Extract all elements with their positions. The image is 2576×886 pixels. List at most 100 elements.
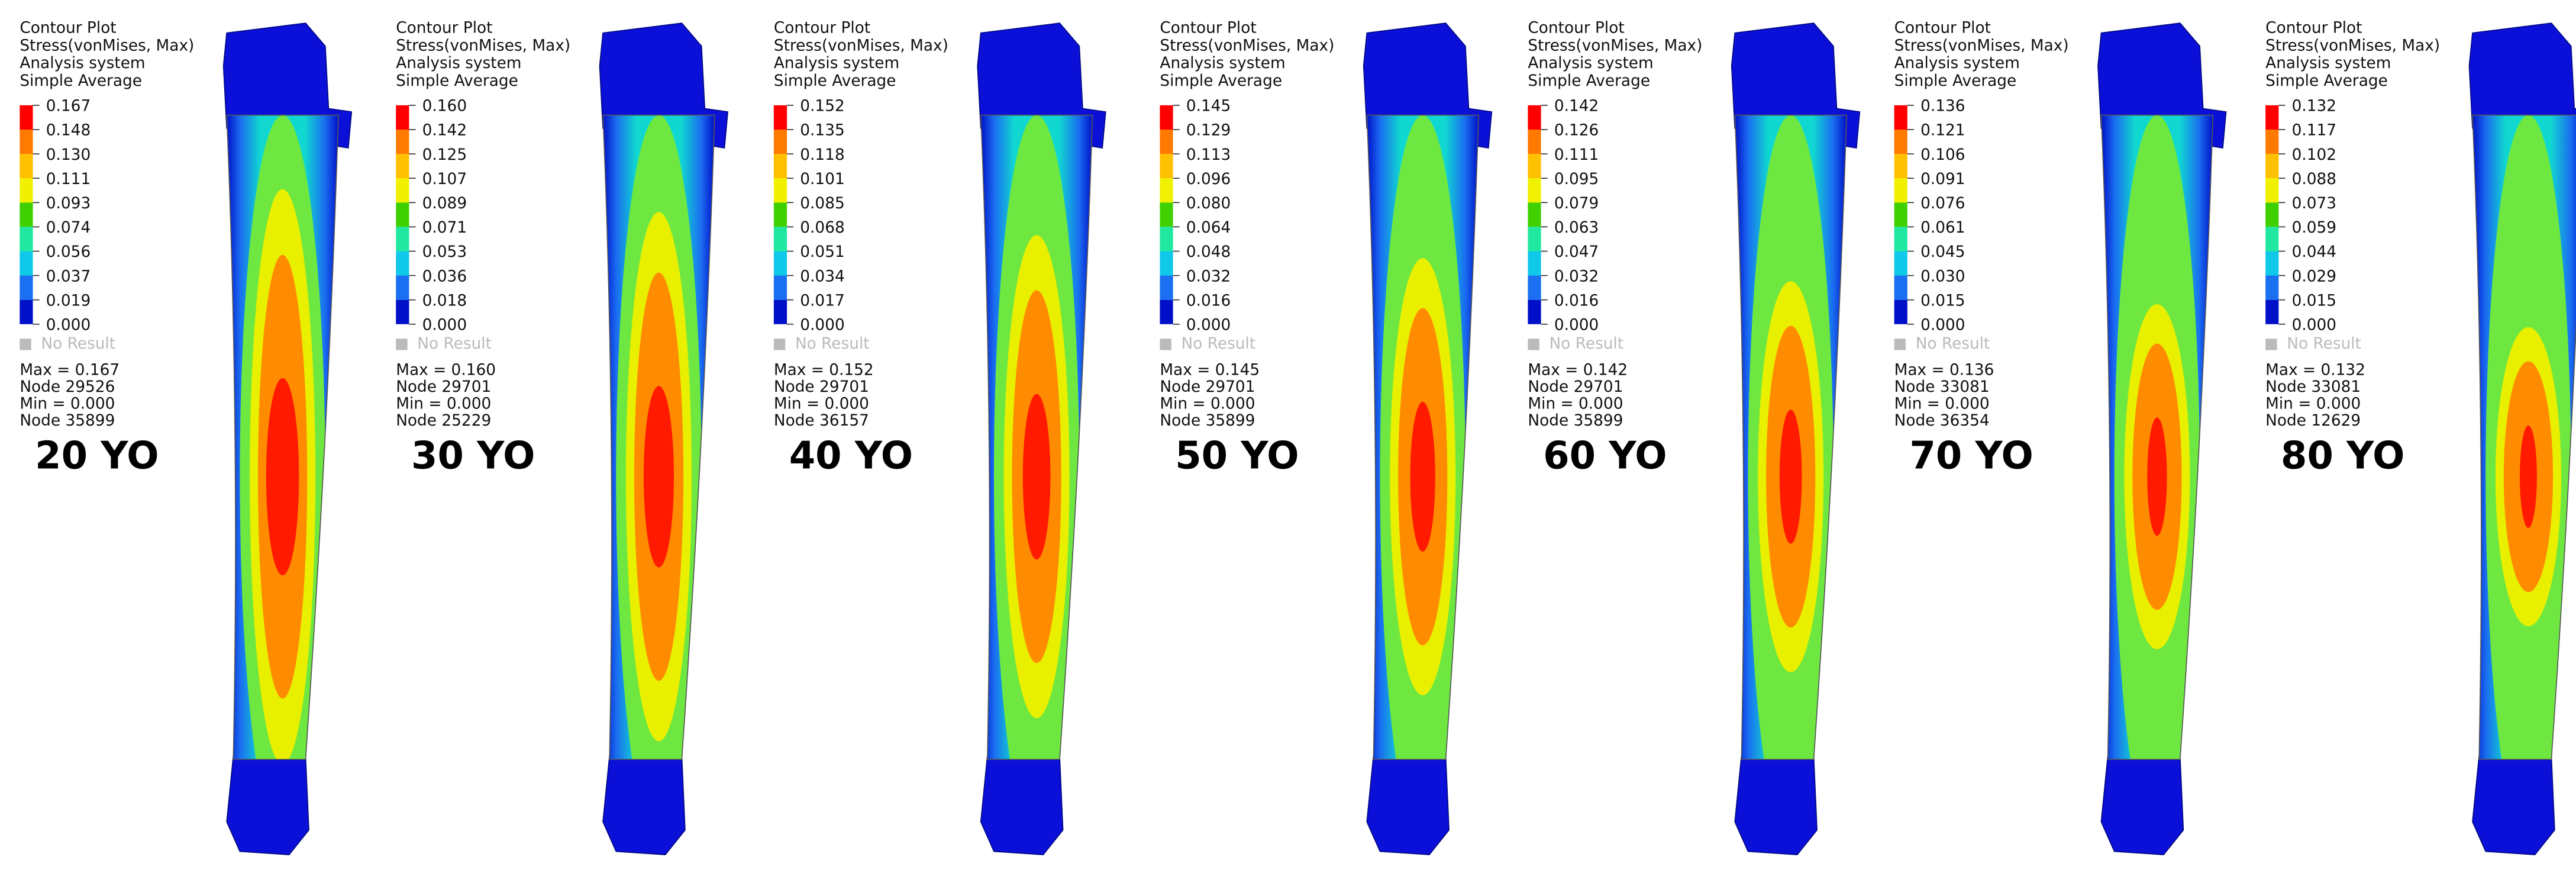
no-result-label: No Result	[1550, 335, 1624, 353]
legend-swatch	[1528, 105, 1541, 130]
no-result-label: No Result	[2287, 335, 2361, 353]
summary-line: Min = 0.000	[774, 395, 869, 413]
legend-label: 0.113	[1186, 146, 1231, 164]
legend-label: 0.079	[1554, 195, 1599, 212]
legend-swatch	[1528, 299, 1541, 324]
legend-swatch	[1528, 227, 1541, 252]
legend-swatch	[396, 202, 409, 227]
legend-label: 0.121	[1920, 122, 1965, 140]
summary-line: Max = 0.167	[20, 361, 120, 379]
legend-label: 0.000	[800, 316, 844, 334]
legend-label: 0.034	[800, 268, 844, 285]
legend-label: 0.095	[1554, 170, 1599, 188]
header-line: Analysis system	[1528, 54, 1653, 72]
shaft-outline	[980, 114, 1093, 760]
summary-line: Max = 0.132	[2265, 361, 2365, 379]
legend-swatch	[1160, 251, 1173, 276]
legend-swatch	[773, 251, 787, 276]
legend-label: 0.017	[800, 292, 844, 310]
summary-line: Max = 0.142	[1528, 361, 1628, 379]
legend-swatch	[1160, 275, 1173, 300]
summary-line: Min = 0.000	[1528, 395, 1623, 413]
legend-label: 0.032	[1186, 268, 1231, 285]
legend-label: 0.088	[2292, 170, 2336, 188]
legend-swatch	[773, 202, 787, 227]
legend-swatch	[20, 129, 33, 154]
shaft-outline	[1366, 114, 1479, 760]
shaft	[2101, 115, 2213, 760]
summary-line: Min = 0.000	[1160, 395, 1255, 413]
header-line: Contour Plot	[1528, 20, 1624, 37]
legend-label: 0.019	[46, 292, 91, 310]
legend-label: 0.142	[422, 122, 467, 140]
legend-label: 0.111	[46, 170, 91, 188]
legend-swatch	[1160, 154, 1173, 179]
legend-swatch	[773, 227, 787, 252]
header-line: Analysis system	[1160, 54, 1285, 72]
legend-label: 0.132	[2292, 98, 2336, 115]
legend-label: 0.135	[800, 122, 844, 140]
age-label: 30 YO	[411, 434, 535, 478]
legend-swatch	[2265, 105, 2279, 130]
legend-label: 0.106	[1920, 146, 1965, 164]
header-line: Contour Plot	[1160, 20, 1256, 37]
header-line: Simple Average	[1528, 72, 1650, 90]
legend-swatch	[396, 105, 409, 130]
legend-label: 0.136	[1920, 98, 1965, 115]
legend-swatch	[20, 227, 33, 252]
shaft	[980, 115, 1093, 760]
legend-label: 0.000	[2292, 316, 2336, 334]
summary-line: Min = 0.000	[396, 395, 491, 413]
bone-bottom	[2472, 755, 2555, 855]
legend-label: 0.059	[2292, 219, 2336, 237]
legend-label: 0.064	[1186, 219, 1231, 237]
legend-label: 0.093	[46, 195, 91, 212]
header-line: Simple Average	[774, 72, 896, 90]
summary-line: Node 33081	[1894, 378, 1990, 396]
legend-label: 0.032	[1554, 268, 1599, 285]
legend-swatch	[1528, 275, 1541, 300]
legend-swatch	[396, 275, 409, 300]
legend-label: 0.047	[1554, 243, 1599, 261]
legend-swatch	[1894, 178, 1907, 203]
summary-line: Node 25229	[396, 412, 491, 430]
legend-swatch	[1160, 105, 1173, 130]
header-line: Analysis system	[2265, 54, 2391, 72]
legend-label: 0.073	[2292, 195, 2336, 212]
summary-line: Node 36157	[774, 412, 869, 430]
legend-label: 0.102	[2292, 146, 2336, 164]
header-line: Contour Plot	[1894, 20, 1991, 37]
legend-swatch	[1894, 105, 1907, 130]
legend-swatch	[396, 129, 409, 154]
legend-label: 0.016	[1186, 292, 1231, 310]
header-line: Simple Average	[2265, 72, 2388, 90]
header-line: Stress(vonMises, Max)	[1528, 37, 1702, 54]
legend-label: 0.063	[1554, 219, 1599, 237]
legend-swatch	[1894, 275, 1907, 300]
no-result-label: No Result	[795, 335, 870, 353]
header-line: Contour Plot	[774, 20, 870, 37]
age-label: 70 YO	[1909, 434, 2033, 478]
header-line: Stress(vonMises, Max)	[1894, 37, 2069, 54]
age-label: 60 YO	[1543, 434, 1667, 478]
header-line: Contour Plot	[396, 20, 492, 37]
legend-label: 0.048	[1186, 243, 1231, 261]
legend-swatch	[1160, 129, 1173, 154]
legend-swatch	[773, 129, 787, 154]
shaft	[1735, 115, 1847, 760]
legend-swatch	[2265, 275, 2279, 300]
header-line: Simple Average	[1894, 72, 2017, 90]
legend-label: 0.148	[46, 122, 91, 140]
summary-line: Max = 0.152	[774, 361, 874, 379]
no-result-label: No Result	[41, 335, 115, 353]
header-line: Stress(vonMises, Max)	[396, 37, 570, 54]
summary-line: Node 35899	[1528, 412, 1623, 430]
legend-swatch	[2265, 178, 2279, 203]
legend-label: 0.018	[422, 292, 467, 310]
legend-label: 0.068	[800, 219, 844, 237]
summary-line: Node 29701	[1160, 378, 1255, 396]
legend-label: 0.076	[1920, 195, 1965, 212]
legend-swatch	[396, 251, 409, 276]
